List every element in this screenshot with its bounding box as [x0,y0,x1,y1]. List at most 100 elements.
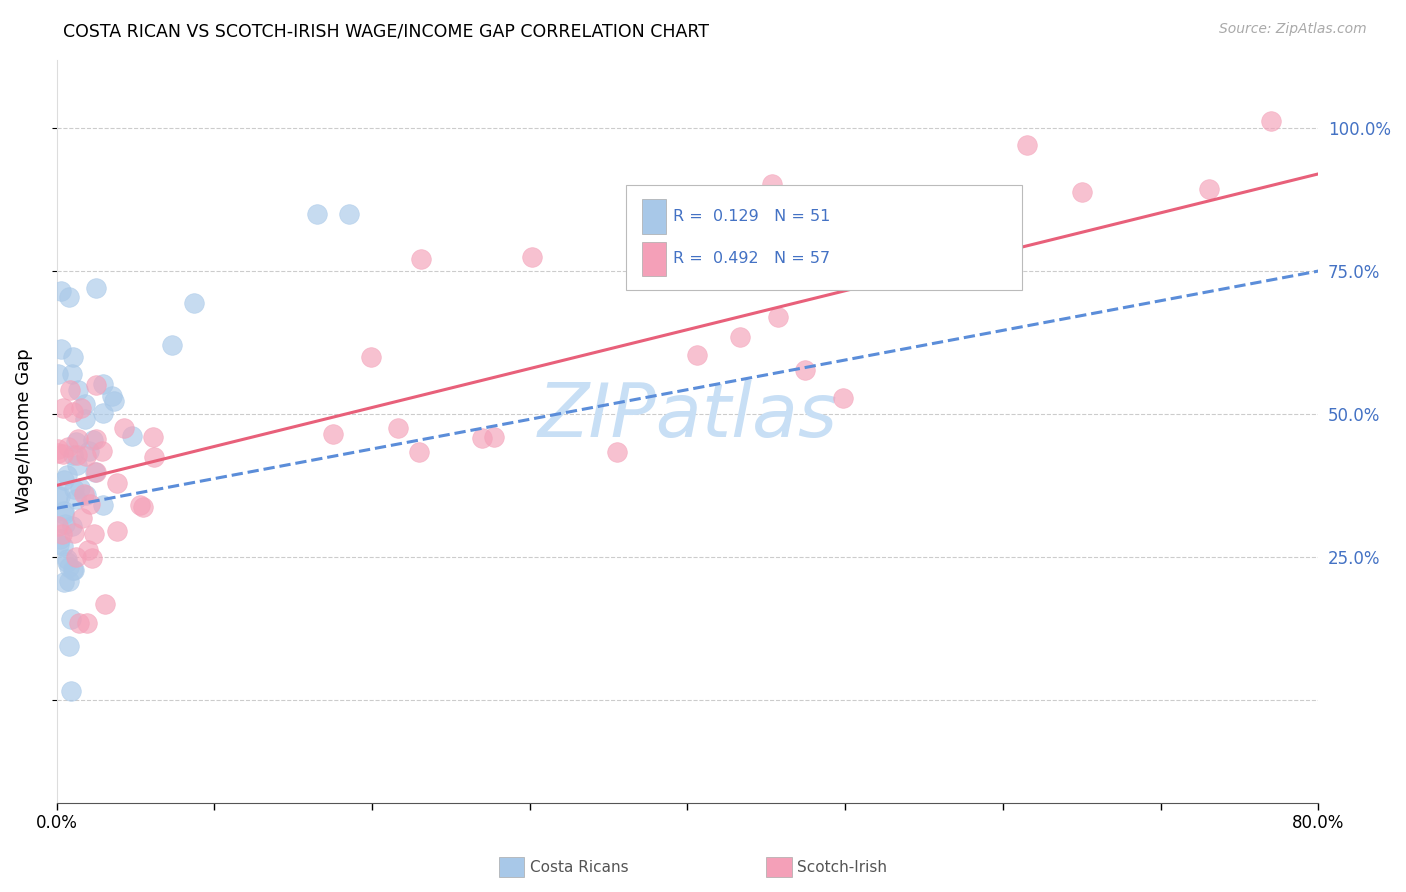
Point [79,497,101,511]
Point [94,597,117,611]
Y-axis label: Wage/Income Gap: Wage/Income Gap [15,349,32,514]
Point [46,519,69,533]
Point [65,458,87,472]
Point [520,250,543,264]
Point [82,550,104,565]
Point [105,476,128,491]
Point [305,207,328,221]
Point [56,440,79,454]
Point [46,489,69,503]
Point [58,560,80,574]
Point [53,504,76,518]
Text: Costa Ricans: Costa Ricans [530,860,628,874]
Point [53,473,76,487]
Point [793,362,815,376]
Point [52,401,75,415]
Point [747,266,769,280]
Point [62,405,84,419]
Point [686,348,709,362]
Point [1017,137,1039,152]
Point [132,500,155,514]
Point [75,450,97,464]
Point [1260,114,1282,128]
Point [142,450,165,464]
Point [766,310,789,325]
Point [56,552,79,566]
Point [53,508,76,522]
Point [73,487,96,501]
Point [84,432,107,446]
Point [160,337,183,351]
Text: ZIPatlas: ZIPatlas [537,380,838,452]
Point [1198,182,1220,196]
Point [84,466,107,480]
Point [63,526,86,541]
Point [60,518,83,533]
Point [58,289,80,303]
Point [86,378,108,392]
Point [62,448,84,462]
Point [49,342,72,356]
Point [83,527,105,541]
Point [48,537,70,551]
Point [70,511,93,525]
Point [56,467,79,482]
Point [101,389,124,403]
Point [105,524,128,538]
Point [91,498,114,512]
Point [77,543,100,558]
Point [46,442,69,457]
Point [67,616,90,631]
Point [58,574,80,588]
Text: Scotch-Irish: Scotch-Irish [797,860,887,874]
Point [831,391,853,405]
Point [779,200,801,214]
Point [91,406,114,420]
Point [65,491,87,506]
Point [75,411,97,425]
Text: R =  0.492   N = 57: R = 0.492 N = 57 [672,252,830,266]
Point [360,350,382,364]
Point [76,615,98,630]
Point [69,481,91,495]
Point [60,612,83,626]
Text: Source: ZipAtlas.com: Source: ZipAtlas.com [1219,22,1367,37]
Point [55,555,77,569]
Point [114,421,136,435]
Point [858,189,880,203]
Point [90,443,112,458]
Point [67,383,90,397]
Point [48,368,70,382]
Point [58,639,80,653]
Point [1070,185,1092,199]
Point [49,489,72,503]
Point [63,482,86,496]
Point [103,394,125,409]
Point [183,295,205,310]
Point [728,330,751,344]
Point [606,445,628,459]
Point [73,397,96,411]
Point [66,432,89,446]
Text: R =  0.129   N = 51: R = 0.129 N = 51 [672,209,830,224]
Point [51,527,73,541]
Text: COSTA RICAN VS SCOTCH-IRISH WAGE/INCOME GAP CORRELATION CHART: COSTA RICAN VS SCOTCH-IRISH WAGE/INCOME … [63,22,709,40]
Point [52,447,75,461]
Point [79,444,101,458]
Point [65,434,87,449]
Point [387,421,409,435]
Point [471,432,494,446]
Point [411,252,433,266]
Point [49,532,72,546]
Point [52,539,75,553]
Point [83,465,105,479]
Point [63,563,86,577]
Point [70,401,93,415]
Point [62,562,84,576]
Point [82,433,104,447]
Point [482,430,505,444]
Point [84,281,107,295]
Point [62,350,84,364]
Point [142,430,165,444]
Point [52,575,75,590]
